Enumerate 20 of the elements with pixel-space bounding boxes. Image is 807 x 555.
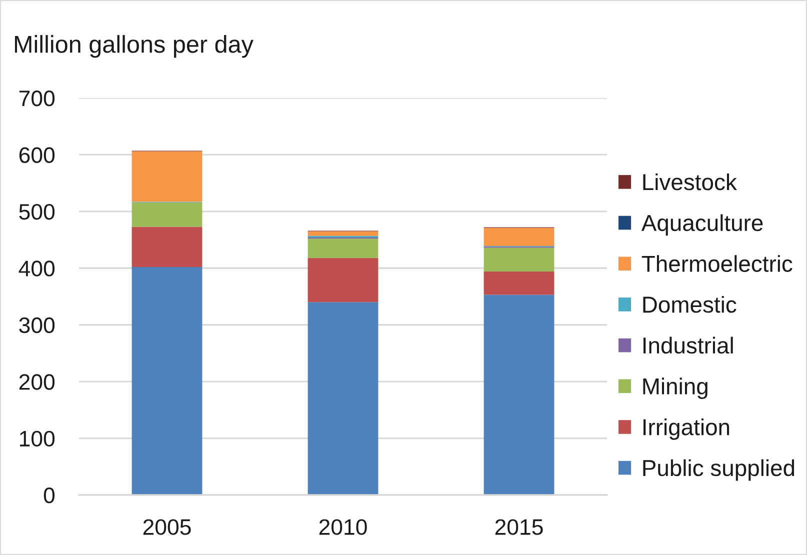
legend-label: Aquaculture bbox=[641, 214, 763, 236]
y-tick-label: 500 bbox=[19, 204, 55, 220]
legend-label: Industrial bbox=[643, 336, 733, 354]
y-tick-label: 400 bbox=[18, 260, 55, 276]
y-tick-label: 100 bbox=[20, 430, 55, 447]
x-tick-label: 2010 bbox=[319, 519, 367, 535]
y-tick-label: 0 bbox=[44, 488, 55, 504]
y-tick-label: 200 bbox=[19, 374, 55, 390]
legend-label: Thermoelectric bbox=[642, 255, 792, 272]
legend-label: Livestock bbox=[643, 173, 737, 190]
y-tick-label: 300 bbox=[19, 317, 55, 334]
y-tick-label: 700 bbox=[19, 90, 55, 106]
legend-label: Public supplied bbox=[643, 459, 794, 481]
y-axis-title: Million gallons per day bbox=[14, 35, 254, 58]
x-tick-label: 2005 bbox=[143, 519, 191, 535]
legend-label: Mining bbox=[643, 378, 708, 400]
legend-label: Irrigation bbox=[643, 418, 730, 440]
legend-label: Domestic bbox=[643, 296, 736, 313]
x-tick-label: 2015 bbox=[495, 519, 543, 535]
y-tick-label: 600 bbox=[19, 147, 55, 163]
